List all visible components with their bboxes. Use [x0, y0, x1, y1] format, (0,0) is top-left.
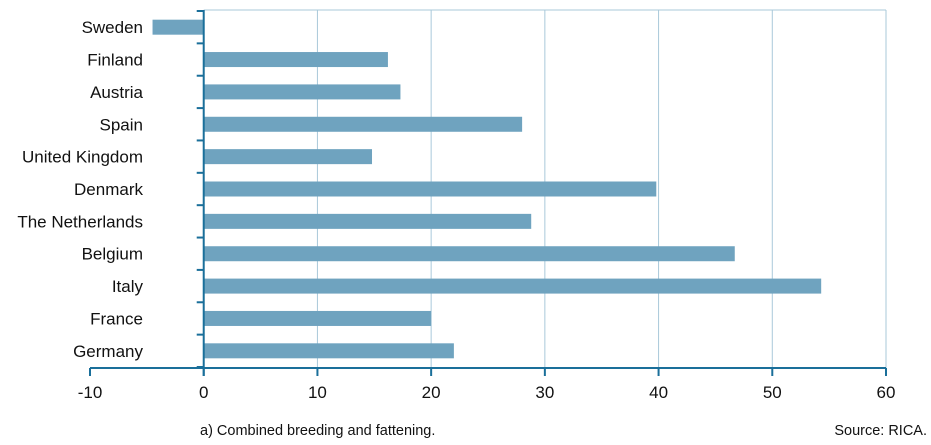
tick-labels: -10 0 10 20 30 40 50 60 [78, 383, 896, 402]
x-tick-label: 30 [535, 383, 554, 402]
x-tick-label: 20 [422, 383, 441, 402]
bar-germany [203, 343, 454, 359]
axes [89, 10, 887, 376]
x-tick-label: 0 [199, 383, 208, 402]
bar-belgium [203, 246, 735, 262]
bar-sweden [152, 19, 204, 35]
bar-finland [203, 52, 388, 68]
bar-spain [203, 116, 523, 132]
x-tick-label: 10 [308, 383, 327, 402]
category-label: France [90, 309, 143, 328]
category-label: Spain [100, 115, 143, 134]
category-label: Belgium [82, 245, 143, 264]
x-tick-label: 40 [649, 383, 668, 402]
category-labels: Sweden Finland Austria Spain United Kingdom D… [17, 18, 143, 361]
category-label: Italy [112, 277, 144, 296]
category-label: Denmark [74, 180, 143, 199]
x-tick-label: 60 [877, 383, 896, 402]
bar-the-netherlands [203, 213, 532, 229]
category-label: Germany [73, 342, 143, 361]
footnote: a) Combined breeding and fattening. [200, 423, 436, 439]
category-label: Sweden [82, 18, 143, 37]
bar-austria [203, 84, 401, 100]
category-label: The Netherlands [17, 212, 143, 231]
x-tick-label: -10 [78, 383, 103, 402]
category-label: Austria [90, 83, 143, 102]
category-label: Finland [87, 51, 143, 70]
bar-united-kingdom [203, 149, 373, 165]
bar-denmark [203, 181, 657, 197]
bar-france [203, 310, 432, 326]
bar-italy [203, 278, 822, 294]
category-label: United Kingdom [22, 148, 143, 167]
x-tick-label: 50 [763, 383, 782, 402]
grid-lines [203, 9, 887, 368]
source-note: Source: RICA. [834, 423, 927, 439]
bars [152, 19, 822, 359]
